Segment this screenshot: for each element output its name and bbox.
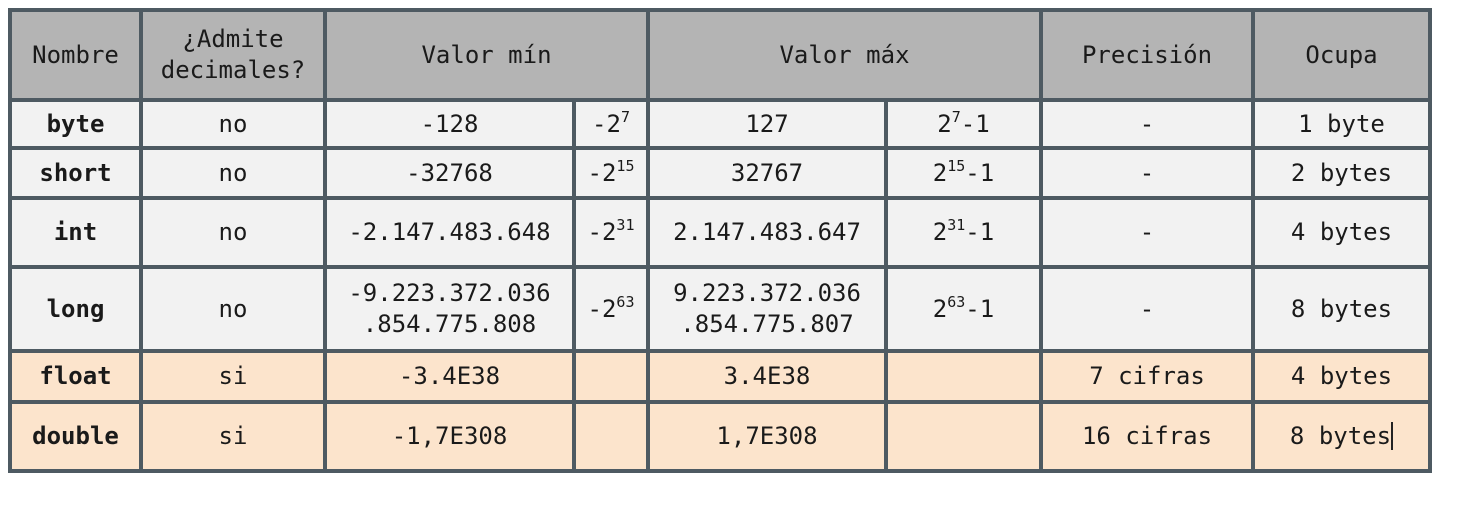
max-power-suffix: -1 — [965, 294, 995, 323]
max-power-suffix: -1 — [965, 158, 995, 187]
table-row-long: long no -9.223.372.036 .854.775.808 -263… — [8, 265, 1432, 353]
header-valor-max: Valor máx — [646, 8, 1043, 102]
precision-cell: 16 cifras — [1039, 400, 1255, 473]
max-power-exponent: 31 — [947, 216, 966, 235]
max-power-cell: 263-1 — [884, 265, 1043, 353]
max-value-cell: 2.147.483.647 — [646, 196, 888, 269]
max-value-cell: 1,7E308 — [646, 400, 888, 473]
min-power-cell — [572, 349, 650, 404]
max-power-cell: 231-1 — [884, 196, 1043, 269]
header-valor-min: Valor mín — [323, 8, 650, 102]
min-power-base: -2 — [587, 294, 617, 323]
min-value-cell: -9.223.372.036 .854.775.808 — [323, 265, 576, 353]
min-power-exponent: 7 — [620, 107, 630, 126]
min-power-exponent: 31 — [616, 216, 635, 235]
data-types-table-container: Nombre ¿Admite decimales? Valor mín Valo… — [8, 8, 1432, 473]
decimales-cell: si — [139, 400, 327, 473]
max-power-cell — [884, 349, 1043, 404]
max-power-cell: 27-1 — [884, 98, 1043, 150]
table-row-double: double si -1,7E308 1,7E308 16 cifras 8 b… — [8, 400, 1432, 473]
min-power-cell: -231 — [572, 196, 650, 269]
decimales-cell: no — [139, 265, 327, 353]
min-power-cell: -215 — [572, 146, 650, 200]
table-row-short: short no -32768 -215 32767 215-1 - 2 byt… — [8, 146, 1432, 200]
type-name-cell: double — [8, 400, 143, 473]
header-ocupa: Ocupa — [1251, 8, 1432, 102]
precision-cell: - — [1039, 265, 1255, 353]
max-value-cell: 127 — [646, 98, 888, 150]
max-value-line2: .854.775.807 — [680, 310, 854, 338]
size-cell: 1 byte — [1251, 98, 1432, 150]
max-power-suffix: -1 — [965, 218, 995, 247]
min-power-base: -2 — [587, 218, 617, 247]
min-power-exponent: 15 — [616, 156, 635, 175]
header-admite-decimales-line1: ¿Admite — [182, 25, 284, 54]
decimales-cell: si — [139, 349, 327, 404]
min-value-line1: -9.223.372.036 — [348, 279, 551, 308]
min-power-base: -2 — [592, 109, 621, 138]
type-name-cell: long — [8, 265, 143, 353]
precision-cell: - — [1039, 98, 1255, 150]
min-value-line2: .854.775.808 — [362, 310, 537, 338]
precision-cell: 7 cifras — [1039, 349, 1255, 404]
size-value-editing[interactable]: 8 bytes — [1289, 422, 1394, 451]
size-cell: 4 bytes — [1251, 349, 1432, 404]
java-primitive-types-table: Nombre ¿Admite decimales? Valor mín Valo… — [8, 8, 1432, 473]
max-value-cell: 32767 — [646, 146, 888, 200]
max-power-exponent: 7 — [951, 107, 961, 126]
type-name-cell: int — [8, 196, 143, 269]
decimales-cell: no — [139, 146, 327, 200]
header-precision: Precisión — [1039, 8, 1255, 102]
max-power-suffix: -1 — [960, 109, 990, 138]
table-row-int: int no -2.147.483.648 -231 2.147.483.647… — [8, 196, 1432, 269]
max-power-base: 2 — [932, 158, 948, 187]
header-admite-decimales-line2: decimales? — [160, 56, 306, 84]
min-value-cell: -32768 — [323, 146, 576, 200]
header-row: Nombre ¿Admite decimales? Valor mín Valo… — [8, 8, 1432, 102]
type-name-cell: byte — [8, 98, 143, 150]
min-power-cell — [572, 400, 650, 473]
min-value-cell: -3.4E38 — [323, 349, 576, 404]
min-value-cell: -2.147.483.648 — [323, 196, 576, 269]
precision-cell: - — [1039, 196, 1255, 269]
decimales-cell: no — [139, 196, 327, 269]
max-power-exponent: 15 — [947, 156, 966, 175]
max-value-cell: 3.4E38 — [646, 349, 888, 404]
table-row-float: float si -3.4E38 3.4E38 7 cifras 4 bytes — [8, 349, 1432, 404]
header-nombre: Nombre — [8, 8, 143, 102]
size-cell: 2 bytes — [1251, 146, 1432, 200]
min-value-cell: -128 — [323, 98, 576, 150]
min-power-exponent: 63 — [616, 292, 635, 311]
size-cell[interactable]: 8 bytes — [1251, 400, 1432, 473]
max-power-base: 2 — [937, 109, 952, 138]
table-row-byte: byte no -128 -27 127 27-1 - 1 byte — [8, 98, 1432, 150]
max-value-line1: 9.223.372.036 — [673, 279, 861, 308]
type-name-cell: float — [8, 349, 143, 404]
max-power-cell: 215-1 — [884, 146, 1043, 200]
max-power-base: 2 — [932, 294, 948, 323]
min-value-cell: -1,7E308 — [323, 400, 576, 473]
size-cell: 8 bytes — [1251, 265, 1432, 353]
min-power-cell: -263 — [572, 265, 650, 353]
max-power-cell — [884, 400, 1043, 473]
max-value-cell: 9.223.372.036 .854.775.807 — [646, 265, 888, 353]
size-cell: 4 bytes — [1251, 196, 1432, 269]
type-name-cell: short — [8, 146, 143, 200]
max-power-base: 2 — [932, 218, 948, 247]
precision-cell: - — [1039, 146, 1255, 200]
min-power-cell: -27 — [572, 98, 650, 150]
min-power-base: -2 — [587, 158, 617, 187]
decimales-cell: no — [139, 98, 327, 150]
max-power-exponent: 63 — [947, 292, 966, 311]
header-admite-decimales: ¿Admite decimales? — [139, 8, 327, 102]
